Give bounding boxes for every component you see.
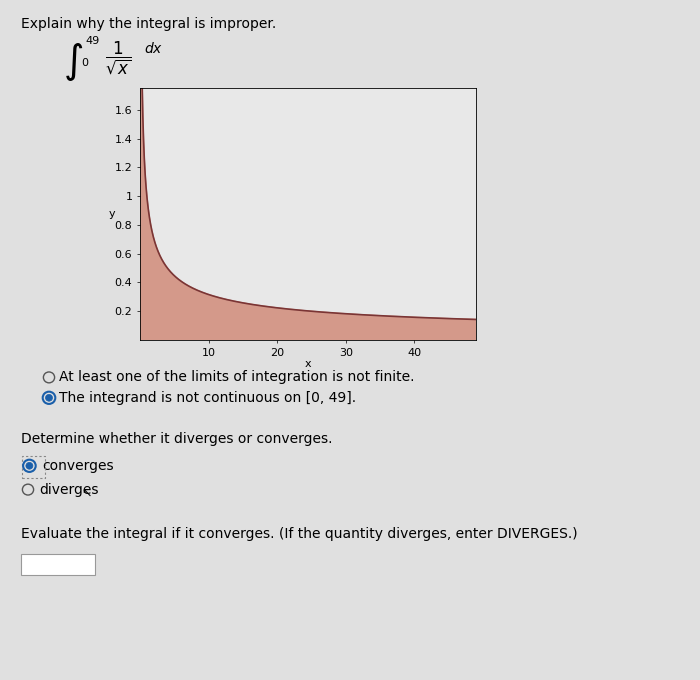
Text: diverges: diverges xyxy=(39,483,99,496)
Text: 49: 49 xyxy=(85,36,99,46)
Text: The integrand is not continuous on [0, 49].: The integrand is not continuous on [0, 4… xyxy=(60,391,356,405)
Text: converges: converges xyxy=(42,459,113,473)
X-axis label: x: x xyxy=(304,359,312,369)
Text: 0: 0 xyxy=(81,58,88,68)
Y-axis label: y: y xyxy=(108,209,115,219)
Text: Evaluate the integral if it converges. (If the quantity diverges, enter DIVERGES: Evaluate the integral if it converges. (… xyxy=(21,527,578,541)
Text: Explain why the integral is improper.: Explain why the integral is improper. xyxy=(21,17,276,31)
Text: Determine whether it diverges or converges.: Determine whether it diverges or converg… xyxy=(21,432,332,445)
Text: At least one of the limits of integration is not finite.: At least one of the limits of integratio… xyxy=(60,371,415,384)
Text: $dx$: $dx$ xyxy=(144,41,162,56)
Text: $\int$: $\int$ xyxy=(63,41,83,83)
Text: ↖: ↖ xyxy=(81,486,92,500)
Text: $\dfrac{1}{\sqrt{x}}$: $\dfrac{1}{\sqrt{x}}$ xyxy=(105,39,132,75)
